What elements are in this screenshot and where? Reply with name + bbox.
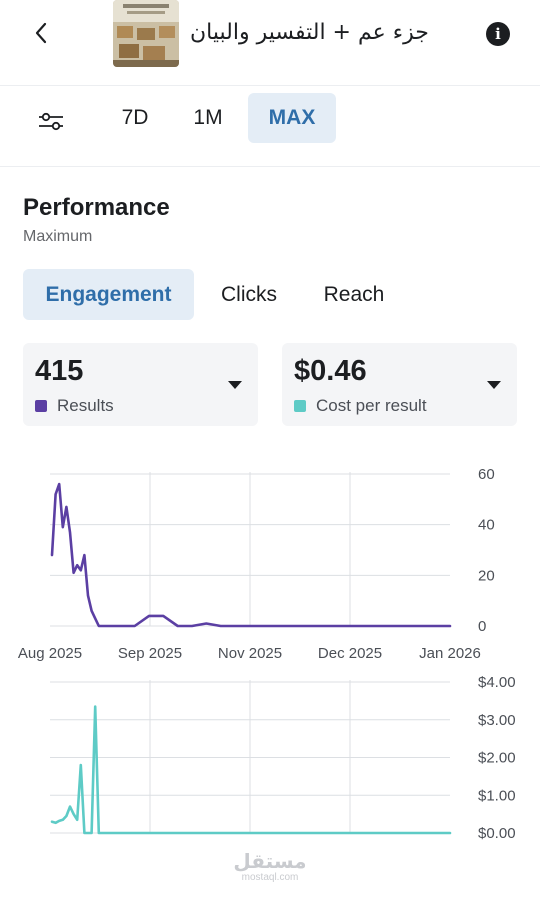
info-icon: i xyxy=(495,25,501,43)
results-label: Results xyxy=(57,396,114,415)
sliders-icon xyxy=(39,112,63,131)
y-tick-label: $0.00 xyxy=(478,825,516,842)
ad-title: جزء عم + التفسير والبيان xyxy=(190,20,429,45)
range-1m-button[interactable]: 1M xyxy=(193,106,223,129)
range-7d-button[interactable]: 7D xyxy=(121,106,149,129)
cost-card[interactable]: $0.46 Cost per result xyxy=(282,343,517,426)
ad-thumbnail-image xyxy=(113,0,179,67)
range-max-button[interactable]: MAX xyxy=(248,93,336,143)
top-bar: جزء عم + التفسير والبيان i xyxy=(0,0,540,86)
chevron-left-icon xyxy=(35,22,47,44)
info-button[interactable]: i xyxy=(486,22,510,46)
tab-engagement[interactable]: Engagement xyxy=(23,269,194,320)
tab-clicks[interactable]: Clicks xyxy=(221,282,277,306)
y-tick-label: $3.00 xyxy=(478,712,516,729)
y-tick-label: 60 xyxy=(478,466,495,483)
x-tick-label: Jan 2026 xyxy=(419,645,481,662)
y-tick-label: $1.00 xyxy=(478,787,516,804)
cost-chart: $4.00 $3.00 $2.00 $1.00 $0.00 xyxy=(50,674,516,842)
x-tick-label: Nov 2025 xyxy=(218,645,282,662)
results-dropdown-icon[interactable] xyxy=(228,381,242,389)
date-range-bar: 7D 1M MAX xyxy=(0,87,540,167)
y-tick-label: 0 xyxy=(478,618,486,635)
tab-reach[interactable]: Reach xyxy=(323,282,385,306)
performance-title: Performance xyxy=(23,194,170,221)
cost-dropdown-icon[interactable] xyxy=(487,381,501,389)
cost-label: Cost per result xyxy=(316,396,427,415)
x-tick-label: Sep 2025 xyxy=(118,645,182,662)
filter-button[interactable] xyxy=(36,107,66,137)
watermark-url: mostaql.com xyxy=(241,872,299,883)
series-line-0 xyxy=(50,705,452,835)
x-tick-label: Dec 2025 xyxy=(318,645,382,662)
back-button[interactable] xyxy=(26,18,56,48)
cost-legend-swatch xyxy=(294,400,306,412)
results-card[interactable]: 415 Results xyxy=(23,343,258,426)
ad-thumbnail[interactable] xyxy=(113,0,179,67)
y-tick-label: $2.00 xyxy=(478,750,516,767)
watermark: مستقل mostaql.com xyxy=(232,850,308,883)
x-tick-label: Aug 2025 xyxy=(18,645,82,662)
y-tick-label: 40 xyxy=(478,517,495,534)
results-value: 415 xyxy=(35,355,84,387)
results-chart: 60 40 20 0 Aug 2025 Sep 2025 Nov 2025 Dec 2025 J… xyxy=(18,466,495,662)
cost-value: $0.46 xyxy=(294,355,367,387)
results-legend-swatch xyxy=(35,400,47,412)
series-line-0 xyxy=(50,482,452,628)
y-tick-label: 20 xyxy=(478,567,495,584)
watermark-logo-text: مستقل xyxy=(233,849,307,873)
performance-subtitle: Maximum xyxy=(23,228,93,245)
y-tick-label: $4.00 xyxy=(478,674,516,691)
